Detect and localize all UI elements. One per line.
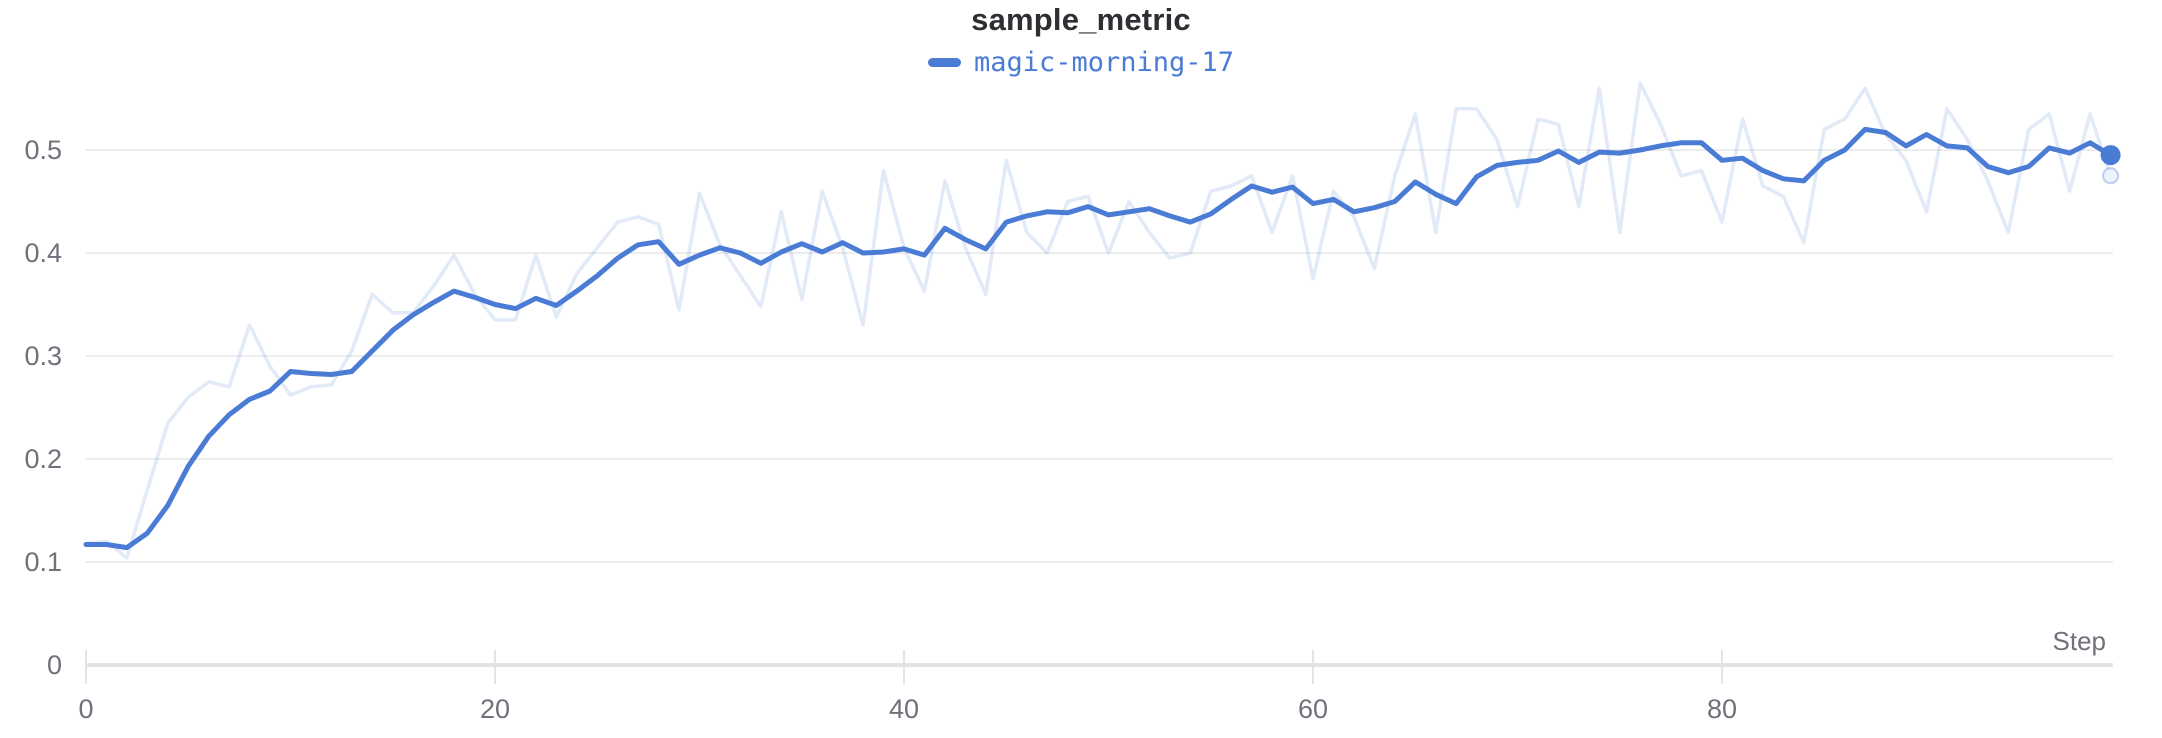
x-tick-label: 0 [78,694,93,724]
smoothed-series-line[interactable] [83,126,2114,551]
x-tick-label: 20 [480,694,510,724]
smoothed-endpoint-marker [2100,145,2121,166]
y-tick-label: 0.5 [24,135,62,165]
x-axis-title: Step [2053,626,2107,656]
y-tick-label: 0.4 [24,238,62,268]
y-tick-label: 0.1 [24,547,62,577]
y-tick-label: 0.3 [24,341,62,371]
raw-endpoint-marker [2102,167,2120,185]
x-tick-label: 40 [889,694,919,724]
chart-title: sample_metric [971,2,1191,37]
raw-series-line[interactable] [84,81,2113,560]
legend-swatch [927,58,961,67]
x-tick-label: 80 [1707,694,1737,724]
y-tick-label: 0.2 [24,444,62,474]
y-tick-label: 0 [47,650,62,680]
legend-run-name: magic-morning-17 [973,47,1235,78]
legend[interactable]: magic-morning-17 [0,47,2162,78]
x-tick-label: 60 [1298,694,1328,724]
